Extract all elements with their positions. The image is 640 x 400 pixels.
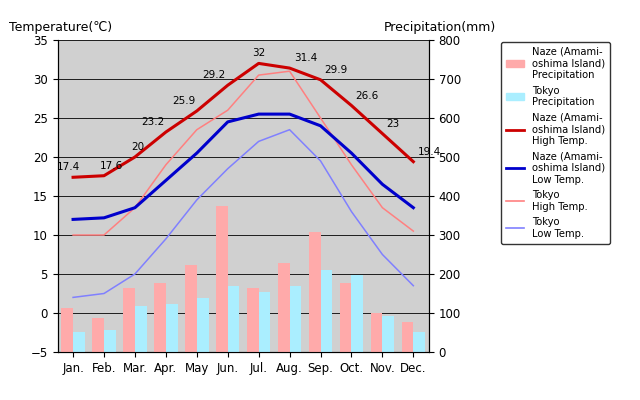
- Bar: [401, 322, 413, 352]
- Bar: [247, 288, 259, 352]
- Legend: Naze (Amami-
oshima Island)
Precipitation, Tokyo
Precipitation, Naze (Amami-
osh: Naze (Amami- oshima Island) Precipitatio…: [500, 42, 610, 244]
- Text: 23: 23: [387, 119, 400, 129]
- Bar: [166, 304, 178, 352]
- Bar: [289, 286, 301, 352]
- Bar: [308, 232, 321, 352]
- Bar: [196, 298, 209, 352]
- Bar: [278, 263, 289, 352]
- Bar: [73, 332, 85, 352]
- Bar: [216, 206, 228, 352]
- Text: 29.2: 29.2: [203, 70, 226, 80]
- Bar: [340, 283, 351, 352]
- Text: 29.9: 29.9: [324, 65, 348, 75]
- Bar: [123, 288, 135, 352]
- Bar: [259, 292, 271, 352]
- Text: 32: 32: [252, 48, 265, 58]
- Text: 19.4: 19.4: [417, 147, 441, 157]
- Text: 31.4: 31.4: [294, 53, 317, 63]
- Text: 26.6: 26.6: [356, 90, 379, 100]
- Bar: [228, 286, 239, 352]
- Text: 23.2: 23.2: [141, 117, 164, 127]
- Text: 17.6: 17.6: [100, 161, 123, 171]
- Bar: [185, 266, 196, 352]
- Bar: [351, 275, 364, 352]
- Bar: [413, 332, 425, 352]
- Text: Precipitation(mm): Precipitation(mm): [383, 21, 495, 34]
- Bar: [382, 316, 394, 352]
- Text: Temperature(℃): Temperature(℃): [10, 21, 113, 34]
- Bar: [154, 283, 166, 352]
- Text: 20: 20: [131, 142, 144, 152]
- Text: 17.4: 17.4: [56, 162, 79, 172]
- Bar: [61, 308, 73, 352]
- Bar: [104, 330, 116, 352]
- Text: 25.9: 25.9: [172, 96, 195, 106]
- Bar: [135, 306, 147, 352]
- Bar: [321, 270, 332, 352]
- Bar: [371, 313, 383, 352]
- Bar: [92, 318, 104, 352]
